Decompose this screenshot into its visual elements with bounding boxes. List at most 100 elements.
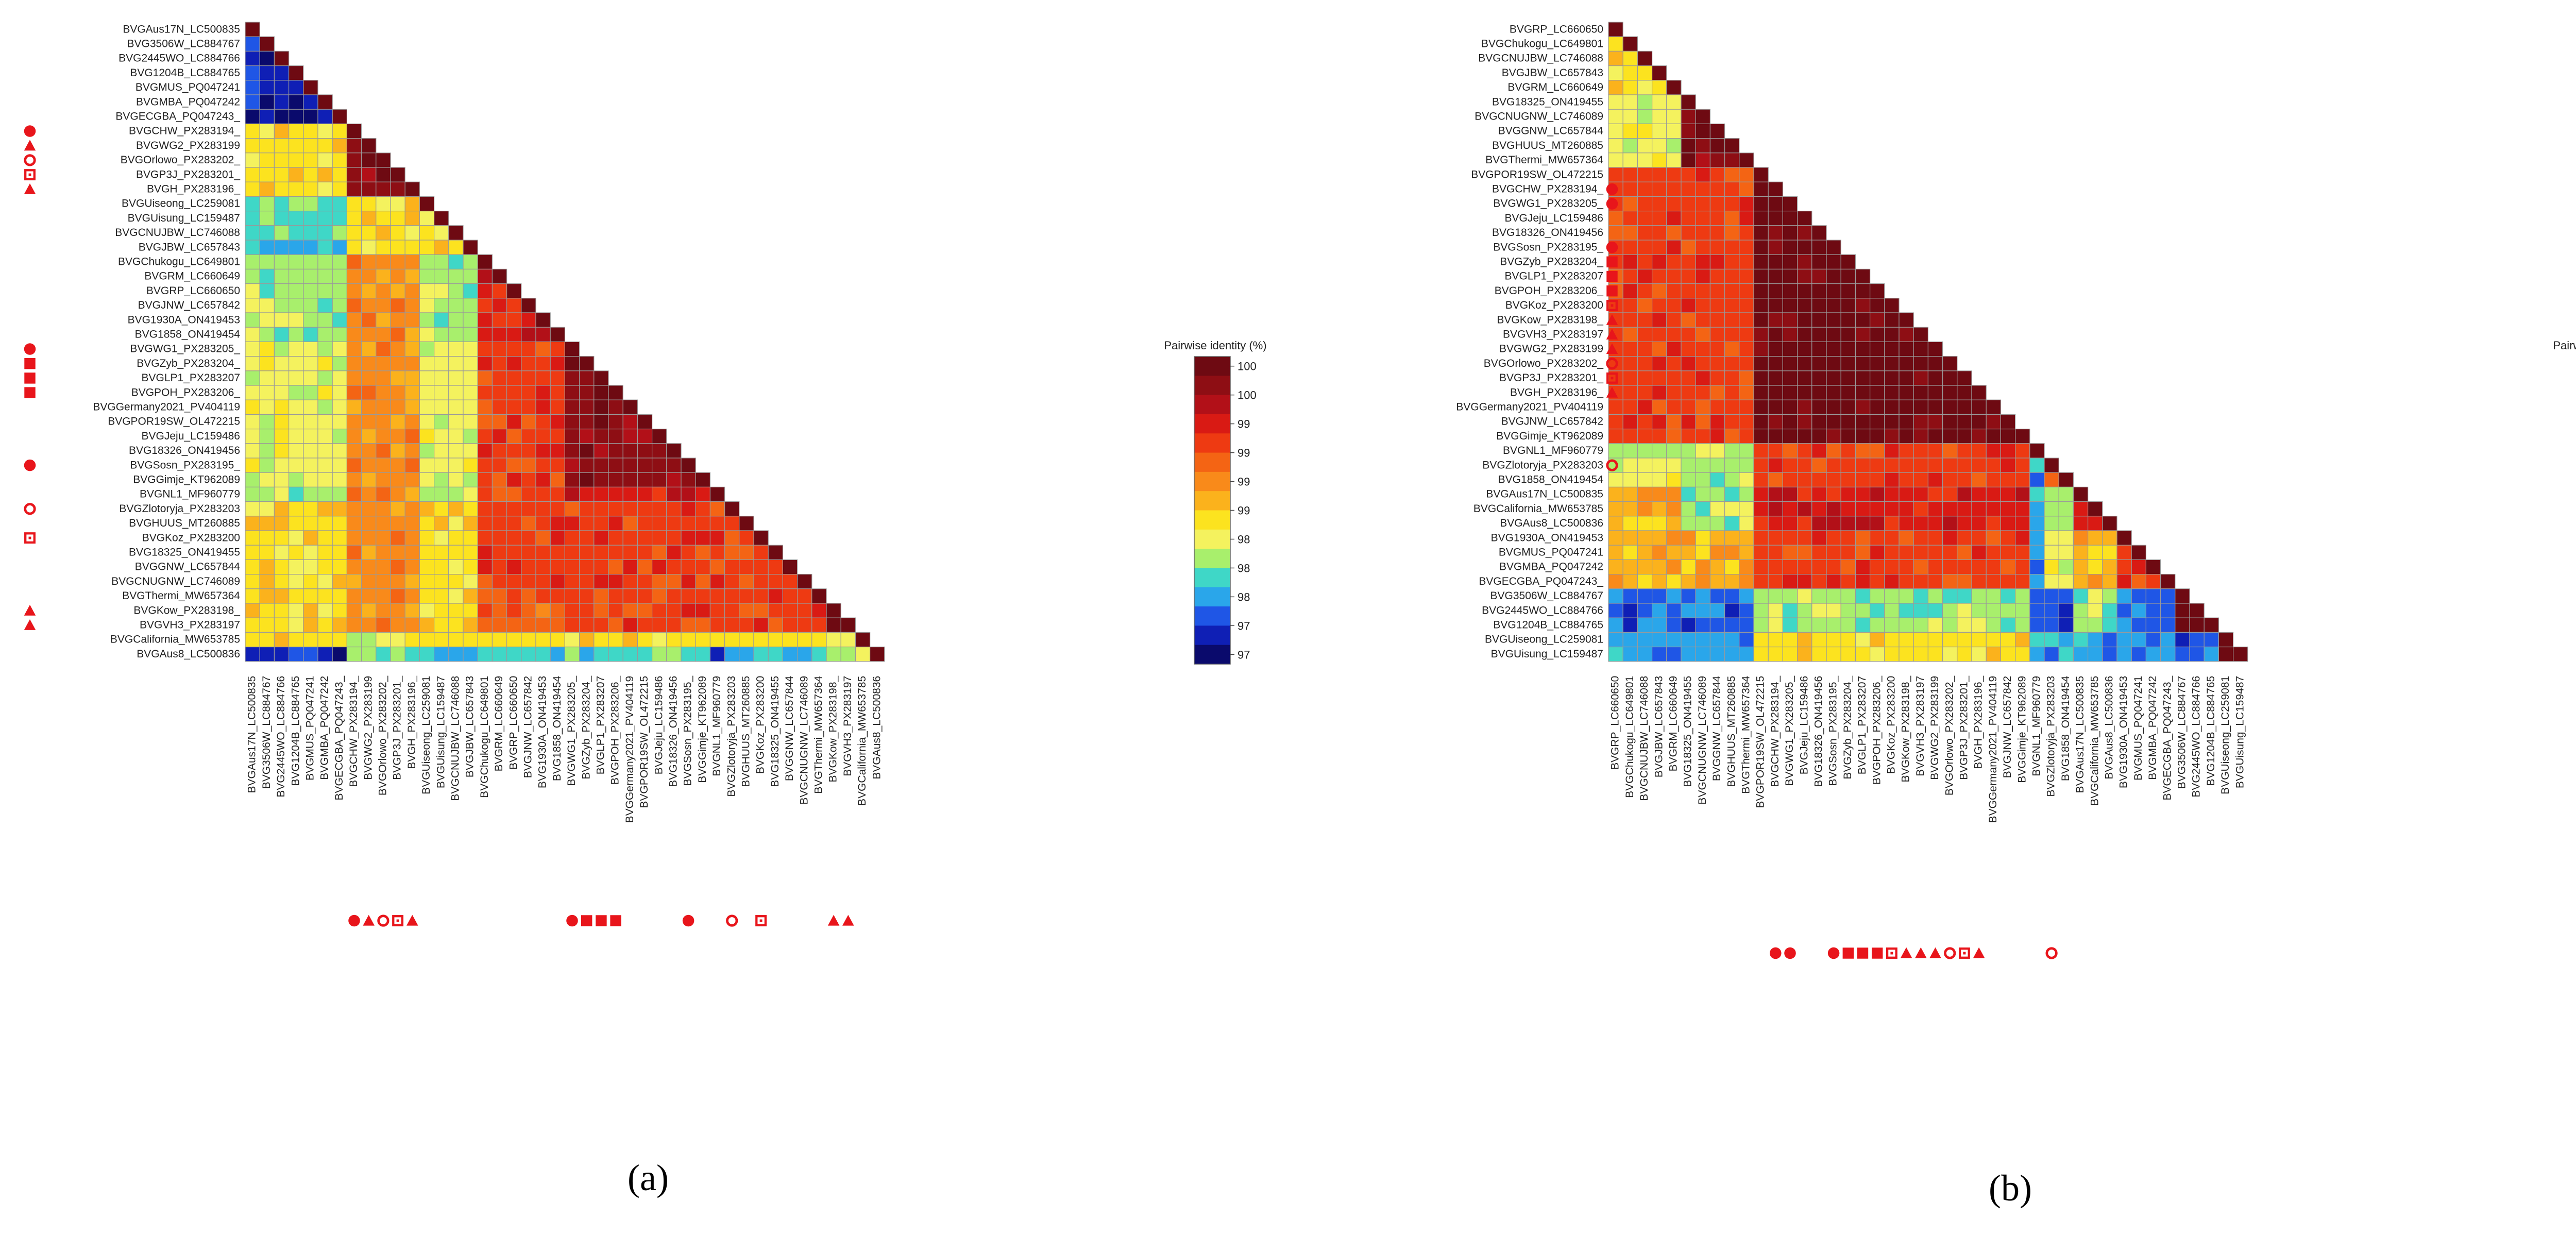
heatmap-cell <box>376 486 391 502</box>
heatmap-cell <box>477 486 493 502</box>
heatmap-cell <box>1826 428 1841 444</box>
heatmap-cell <box>1739 414 1754 430</box>
heatmap-cell <box>521 573 536 589</box>
heatmap-cell <box>1681 196 1696 212</box>
heatmap-cell <box>303 516 318 531</box>
column-label: BVGZyb_PX283204_ <box>1842 675 1854 779</box>
heatmap-cell <box>1986 530 2001 546</box>
heatmap-cell <box>622 588 638 604</box>
row-label: BVG18326_ON419456 <box>129 445 240 456</box>
heatmap-cell <box>564 573 580 589</box>
heatmap-cell <box>1695 355 1710 371</box>
column-label: BVGAus17N_LC500835 <box>2074 676 2086 793</box>
heatmap-cell <box>1870 428 1885 444</box>
heatmap-cell <box>245 153 260 168</box>
heatmap-cell <box>506 573 522 589</box>
heatmap-cell <box>259 559 275 575</box>
heatmap-cell <box>317 617 333 633</box>
heatmap-cell <box>1666 559 1682 575</box>
heatmap-cell <box>1608 428 1623 444</box>
row-label: BVG18325_ON419455 <box>129 547 240 558</box>
heatmap-cell <box>332 530 348 546</box>
heatmap-cell <box>1724 501 1740 517</box>
heatmap-cell <box>666 501 682 517</box>
heatmap-cell <box>550 428 565 444</box>
heatmap-cell <box>1739 443 1754 459</box>
heatmap-cell <box>404 225 420 241</box>
heatmap-cell <box>332 211 348 226</box>
heatmap-cell <box>1695 530 1710 546</box>
heatmap-cell <box>1637 283 1653 299</box>
heatmap-cell <box>826 617 841 633</box>
heatmap-cell <box>1739 196 1754 212</box>
heatmap-cell <box>1811 501 1827 517</box>
heatmap-cell <box>390 443 405 459</box>
heatmap-cell <box>651 428 667 444</box>
heatmap-cell <box>1768 225 1783 241</box>
heatmap-cell <box>288 181 304 197</box>
heatmap-cell <box>317 516 333 531</box>
heatmap-cell <box>2015 559 2030 575</box>
column-label: BVGCNUGNW_LC746089 <box>798 676 810 805</box>
heatmap-cell <box>2015 530 2030 546</box>
heatmap-cell <box>477 559 493 575</box>
heatmap-cell <box>564 545 580 560</box>
heatmap-cell <box>1652 646 1667 662</box>
row-label: BVGZlotoryja_PX283203 <box>1482 459 1603 471</box>
heatmap-cell <box>666 545 682 560</box>
heatmap-cell <box>594 516 609 531</box>
heatmap-cell <box>1797 283 1812 299</box>
heatmap-cell <box>1637 254 1653 270</box>
heatmap-cell <box>1884 472 1900 488</box>
heatmap-cell <box>1840 559 1856 575</box>
heatmap-cell <box>245 312 260 328</box>
heatmap-cell <box>1957 632 1972 648</box>
heatmap-cell <box>550 559 565 575</box>
row-label: BVGWG2_PX283199 <box>136 140 240 151</box>
column-label: BVGAus8_LC500836 <box>2104 676 2115 780</box>
heatmap-cell <box>1811 559 1827 575</box>
heatmap-cell <box>317 632 333 648</box>
heatmap-cell <box>1724 486 1740 502</box>
heatmap-cell <box>1782 268 1798 284</box>
heatmap-cell <box>1622 312 1638 328</box>
heatmap-cell <box>535 516 551 531</box>
heatmap-cell <box>1739 646 1754 662</box>
heatmap-cell <box>651 486 667 502</box>
heatmap-cell <box>1622 472 1638 488</box>
heatmap-cell <box>1709 399 1725 415</box>
row-label: BVGJeju_LC159486 <box>1505 212 1603 224</box>
heatmap-cell <box>1666 443 1682 459</box>
heatmap-cell <box>361 472 377 488</box>
heatmap-cell <box>637 530 653 546</box>
heatmap-cell <box>433 458 449 473</box>
legend-swatch <box>1194 395 1230 415</box>
heatmap-cell <box>433 530 449 546</box>
heatmap-cell <box>1855 428 1871 444</box>
heatmap-cell <box>2044 486 2059 502</box>
heatmap-cell <box>622 516 638 531</box>
heatmap-cell <box>1826 545 1841 560</box>
heatmap-cell <box>1622 181 1638 197</box>
heatmap-cell <box>1652 355 1667 371</box>
heatmap-cell <box>651 617 667 633</box>
heatmap-cell <box>259 530 275 546</box>
heatmap-cell <box>681 545 696 560</box>
heatmap-cell <box>1986 472 2001 488</box>
heatmap-cell <box>390 603 405 618</box>
heatmap-cell <box>1811 268 1827 284</box>
heatmap-cell <box>1797 298 1812 313</box>
heatmap-cell <box>361 167 377 182</box>
heatmap-cell <box>1826 632 1841 648</box>
heatmap-cell <box>1652 225 1667 241</box>
heatmap-cell <box>1666 240 1682 255</box>
heatmap-cell <box>1724 327 1740 343</box>
heatmap-cell <box>1855 559 1871 575</box>
heatmap-cell <box>637 617 653 633</box>
heatmap-cell <box>1709 588 1725 604</box>
heatmap-cell <box>1739 254 1754 270</box>
heatmap-cell <box>1695 109 1710 124</box>
legend-swatch <box>1194 357 1230 376</box>
heatmap-cell <box>1622 94 1638 110</box>
heatmap-cell <box>1811 603 1827 618</box>
